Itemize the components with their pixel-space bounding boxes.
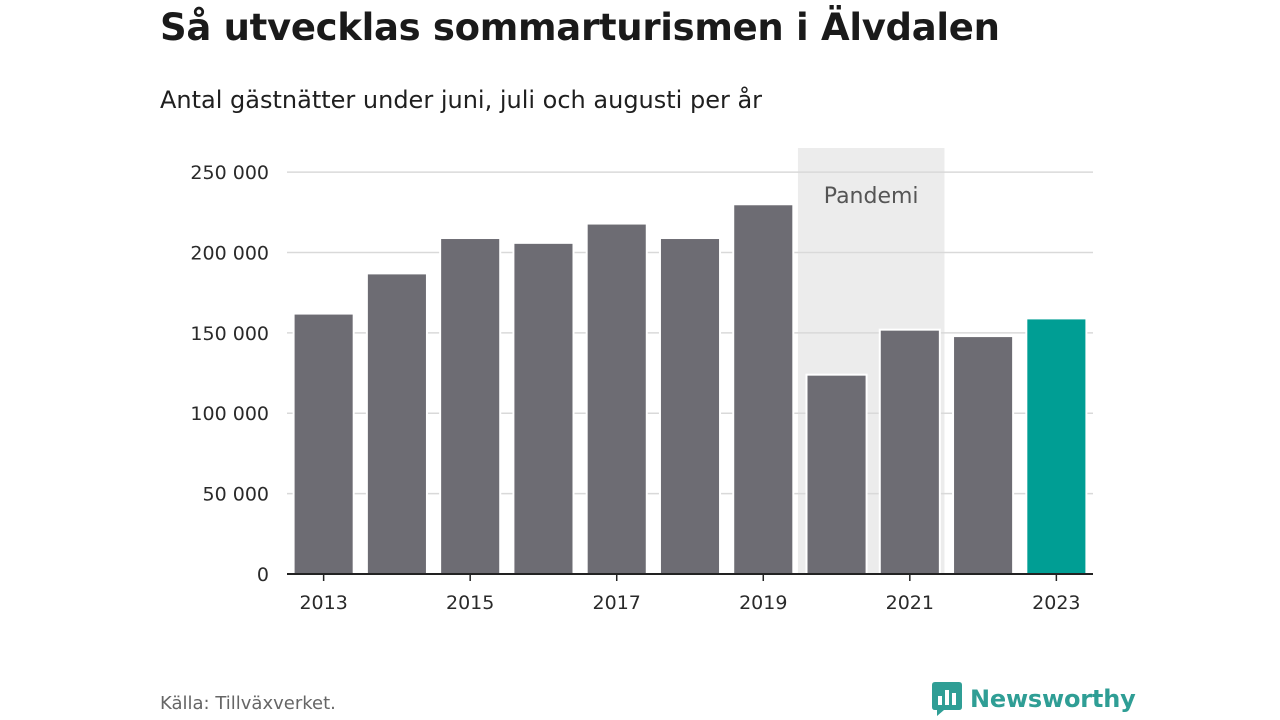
pandemic-band-label: Pandemi [824,184,919,209]
brand-name: Newsworthy [970,685,1136,713]
y-tick-label: 250 000 [190,162,269,184]
x-tick-label: 2013 [299,592,347,614]
bar-2016 [512,241,575,575]
x-tick-label: 2015 [446,592,494,614]
bar-2015 [439,237,502,575]
bar-2019 [732,203,795,575]
bar-2018 [658,237,722,575]
bar-2014 [365,272,428,575]
bar-2017 [585,222,648,575]
y-tick-label: 150 000 [190,323,269,345]
x-tick-label: 2021 [886,592,934,614]
chart-title: Så utvecklas sommarturismen i Älvdalen [160,6,1000,49]
y-tick-label: 200 000 [190,242,269,264]
bar-2021 [878,328,941,575]
bar-2022 [952,335,1015,575]
bar-2023 [1025,317,1088,575]
y-tick-label: 100 000 [190,403,269,425]
brand-logo[interactable]: Newsworthy [932,682,1136,716]
bar-2020 [805,373,868,575]
newsworthy-logo-icon [932,682,962,716]
bar-2013 [292,312,355,575]
chart-subtitle: Antal gästnätter under juni, juli och au… [160,86,763,114]
y-tick-label: 0 [257,564,269,586]
x-tick-label: 2023 [1032,592,1080,614]
x-tick-label: 2017 [593,592,641,614]
source-note: Källa: Tillväxverket. [160,693,336,714]
x-tick-label: 2019 [739,592,787,614]
y-tick-label: 50 000 [203,484,269,506]
